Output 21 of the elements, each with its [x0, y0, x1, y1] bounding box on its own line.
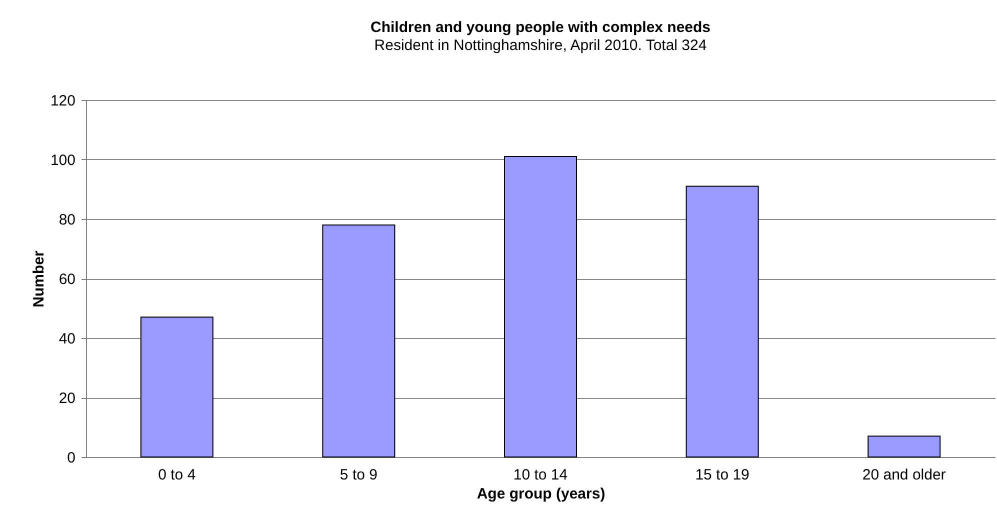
x-tick-label: 5 to 9	[340, 466, 378, 484]
x-tick-label: 0 to 4	[158, 466, 196, 484]
x-axis-title: Age group (years)	[476, 486, 606, 502]
bar	[322, 224, 396, 458]
y-axis-title: Number	[30, 250, 48, 308]
bar	[140, 316, 214, 458]
x-tick-label: 10 to 14	[513, 466, 568, 484]
y-tick-label: 20	[58, 390, 76, 407]
y-tick-label: 100	[50, 152, 76, 169]
y-tick-label: 120	[50, 92, 76, 110]
x-tick-label: 20 and older	[862, 466, 946, 484]
x-tick-label: 15 to 19	[695, 466, 750, 484]
y-tick-label: 80	[58, 212, 76, 228]
y-tick-label: 0	[67, 450, 76, 466]
bar	[868, 436, 941, 458]
chart-title: Children and young people with complex needs	[370, 19, 711, 36]
y-tick-label: 60	[58, 271, 76, 288]
bar	[504, 156, 577, 458]
bar	[686, 186, 759, 458]
chart-subtitle: Resident in Nottinghamshire, April 2010. Total 324	[374, 37, 707, 54]
y-tick-label: 40	[58, 330, 76, 348]
